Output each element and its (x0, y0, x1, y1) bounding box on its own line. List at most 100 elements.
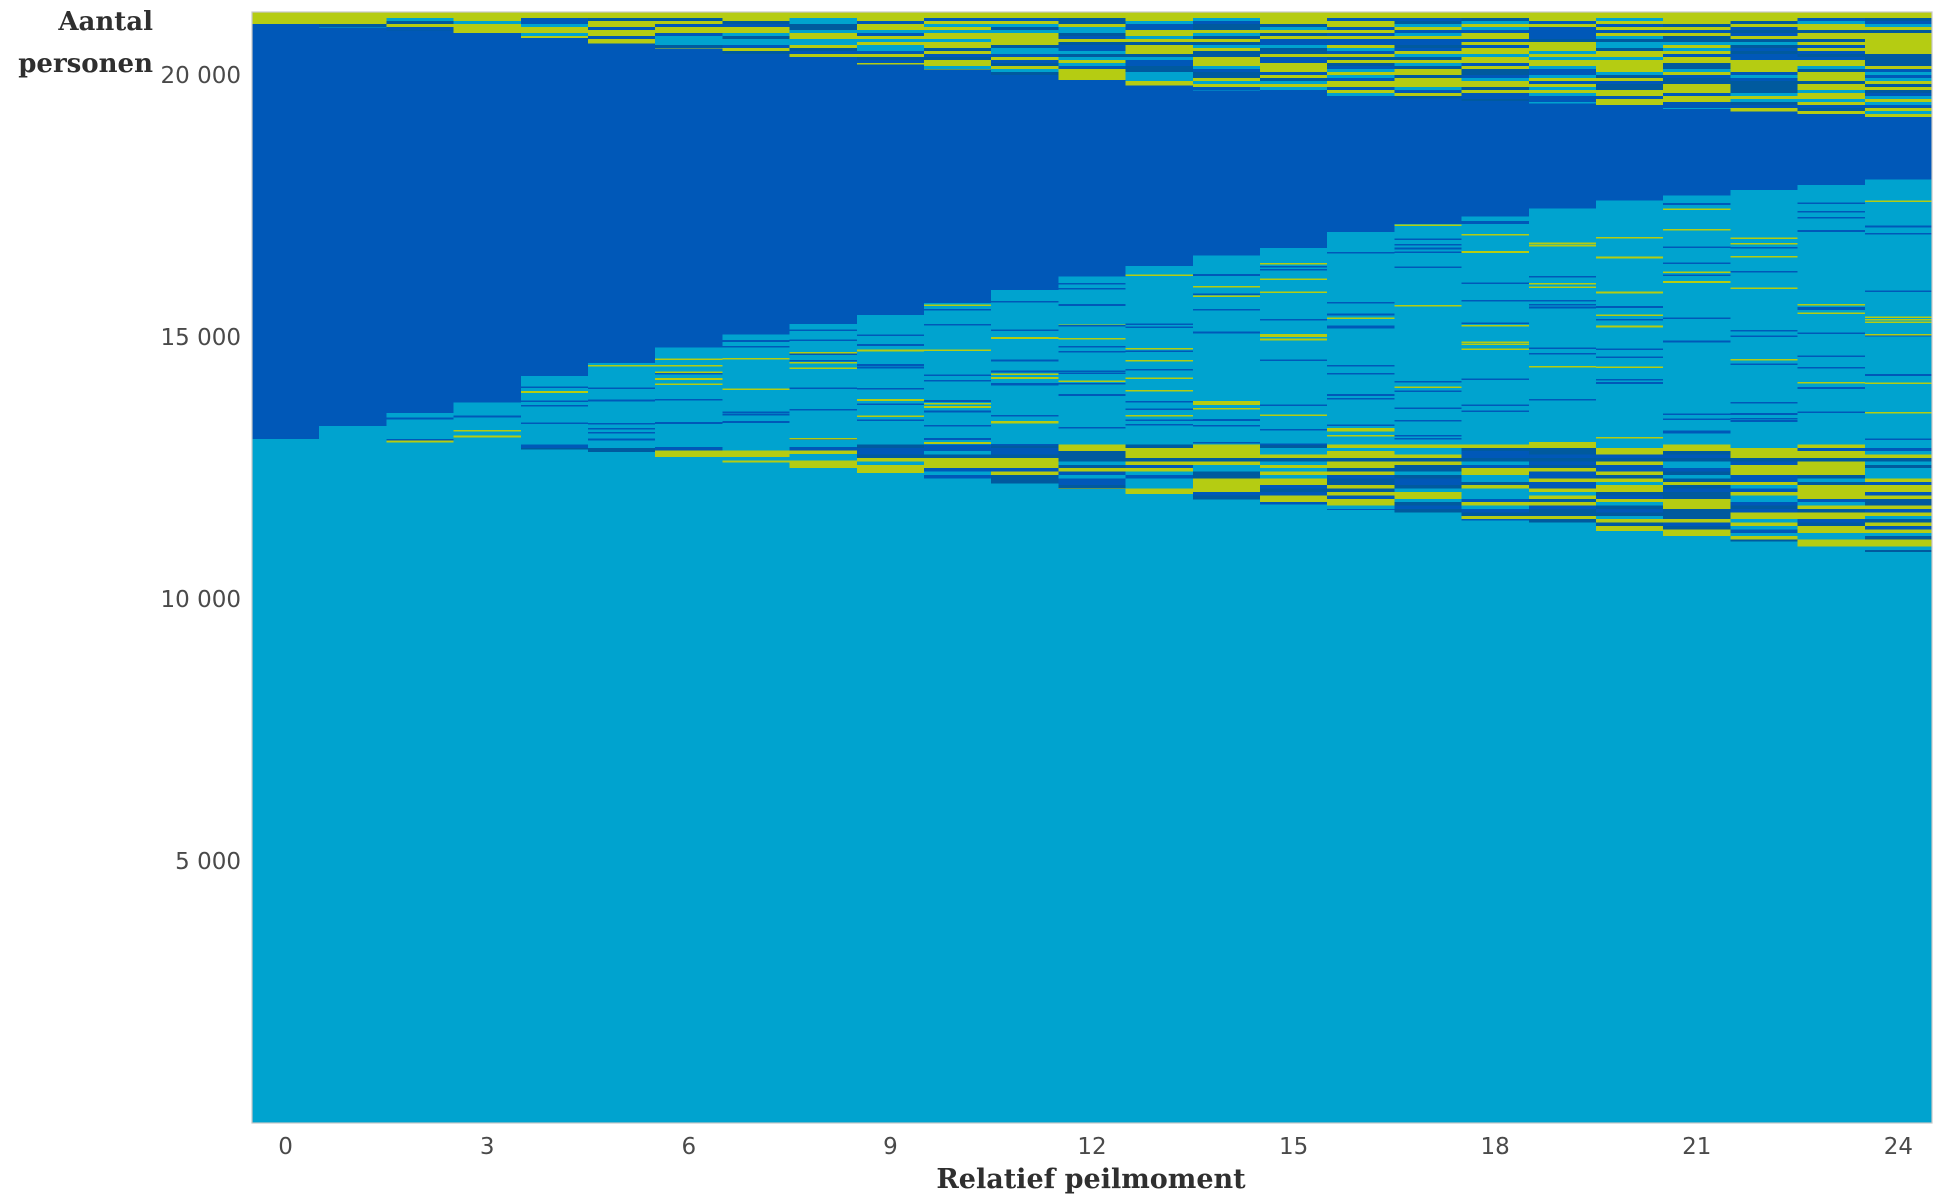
state-band-mixed-upper (1461, 72, 1530, 75)
state-band-mixed-lower (1125, 444, 1194, 448)
state-band-mixed-upper (1797, 42, 1866, 45)
state-band-mixed-lower (588, 447, 656, 452)
state-band-mixed-lower (1260, 498, 1328, 503)
state-band-mixed-upper (856, 51, 925, 54)
state-line-mixed (1596, 348, 1664, 350)
state-band-mixed-lower (1596, 512, 1664, 516)
state-band-mixed-upper (1058, 72, 1127, 75)
state-band-mixed-lower (789, 457, 858, 461)
state-band-mixed-lower (1730, 471, 1799, 475)
state-band-mixed-upper (1596, 51, 1664, 54)
state-band-mixed-upper (1461, 69, 1530, 72)
state-band-mixed-upper (991, 21, 1059, 24)
state-band-mixed-upper (1730, 105, 1799, 108)
state-band-mixed-upper (856, 60, 925, 63)
state-line-mixed (924, 304, 992, 307)
state-band-mixed-upper (1663, 54, 1731, 57)
state-band-mixed-upper (722, 33, 791, 36)
state-band-mixed-upper (1596, 90, 1664, 93)
state-band-mixed-upper (1663, 60, 1731, 63)
state-line-mixed (655, 398, 723, 401)
state-band-mixed-upper (1125, 18, 1194, 21)
state-band-mixed-lower (1797, 502, 1866, 506)
state-band-mixed-upper (588, 39, 656, 42)
state-band-mixed-lower (1663, 478, 1731, 482)
state-band-mixed-upper (1260, 42, 1328, 45)
state-band-mixed-lower (1730, 505, 1799, 509)
state-band-mixed-lower (924, 461, 992, 465)
state-band-mixed-upper (1058, 54, 1127, 57)
state-line-mixed (1058, 370, 1127, 372)
state-line-mixed (1730, 242, 1799, 245)
state-band-mixed-lower (722, 453, 791, 458)
state-band-mixed-upper (924, 54, 992, 57)
state-band-mixed-lower (1663, 451, 1731, 455)
state-band-mixed-upper (1596, 93, 1664, 96)
state-bar-light-blue-upper (856, 313, 925, 445)
state-band-mixed-upper (1192, 39, 1261, 42)
state-band-mixed-lower (1260, 464, 1328, 469)
state-band-mixed-lower (1797, 471, 1866, 475)
state-band-mixed-lower (1864, 485, 1933, 489)
state-band-mixed-lower (1394, 498, 1463, 503)
state-band-mixed-upper (924, 51, 992, 54)
state-band-mixed-lower (1730, 525, 1799, 530)
state-band-mixed-upper (1394, 72, 1463, 75)
state-band-mixed-upper (1797, 57, 1866, 60)
state-band-mixed-upper (1461, 24, 1530, 27)
state-band-mixed-lower (1327, 464, 1395, 469)
state-line-mixed (1461, 341, 1530, 344)
state-band-mixed-upper (1192, 54, 1261, 57)
state-band-mixed-upper (1596, 102, 1664, 105)
state-band-mixed-lower (991, 481, 1059, 484)
state-line-mixed (1394, 304, 1463, 307)
state-band-mixed-lower (655, 450, 723, 454)
state-bar-light-blue (1260, 504, 1328, 1123)
state-band-mixed-upper (1797, 105, 1866, 108)
state-line-mixed (1797, 381, 1866, 384)
state-band-mixed-lower (1864, 468, 1933, 472)
state-band-mixed-upper (722, 45, 791, 48)
state-band-mixed-upper (1260, 72, 1328, 75)
state-line-mixed (789, 339, 858, 342)
state-band-mixed-lower (1528, 451, 1597, 455)
state-line-mixed (789, 367, 858, 369)
state-band-mixed-upper (1058, 18, 1127, 21)
state-band-mixed-upper (1864, 93, 1933, 96)
state-band-mixed-lower (1596, 451, 1664, 455)
state-band-mixed-upper (1192, 27, 1261, 30)
state-band-mixed-upper (1663, 27, 1731, 30)
state-band-mixed-upper (1394, 18, 1463, 21)
state-band-mixed-upper (1730, 42, 1799, 45)
state-band-mixed-upper (1596, 30, 1664, 33)
state-line-mixed (1058, 351, 1127, 353)
state-band-mixed-upper (1192, 30, 1261, 33)
state-band-mixed-lower (1192, 454, 1261, 458)
state-line-mixed (1260, 443, 1328, 446)
state-line-mixed (991, 377, 1059, 379)
state-band-mixed-lower (1528, 505, 1597, 509)
state-line-mixed (1058, 394, 1127, 396)
state-band-mixed-upper (1864, 42, 1933, 45)
state-band-mixed-lower (1663, 461, 1731, 465)
state-band-mixed-lower (1864, 536, 1933, 540)
state-line-mixed (1125, 414, 1194, 417)
state-line-mixed (1125, 360, 1194, 362)
state-band-mixed-lower (1730, 529, 1799, 533)
state-band-mixed-upper (1864, 99, 1933, 102)
state-line-mixed (1058, 382, 1127, 385)
state-band-mixed-lower (1058, 481, 1127, 486)
state-band-mixed-lower (1864, 519, 1933, 523)
state-band-mixed-upper (1327, 93, 1395, 96)
state-band-mixed-upper (1260, 18, 1328, 21)
state-band-mixed-upper (1192, 84, 1261, 87)
state-bar-dark-blue (722, 53, 791, 335)
state-band-mixed-upper (1058, 48, 1127, 51)
state-band-mixed-upper (1596, 72, 1664, 75)
state-band-mixed-upper (1461, 39, 1530, 42)
state-band-mixed-lower (1394, 478, 1463, 482)
plot-area (251, 11, 1933, 1124)
state-band-mixed-lower (1327, 488, 1395, 492)
state-band-mixed-lower (1528, 461, 1597, 465)
state-band-mixed-upper (1528, 81, 1597, 84)
